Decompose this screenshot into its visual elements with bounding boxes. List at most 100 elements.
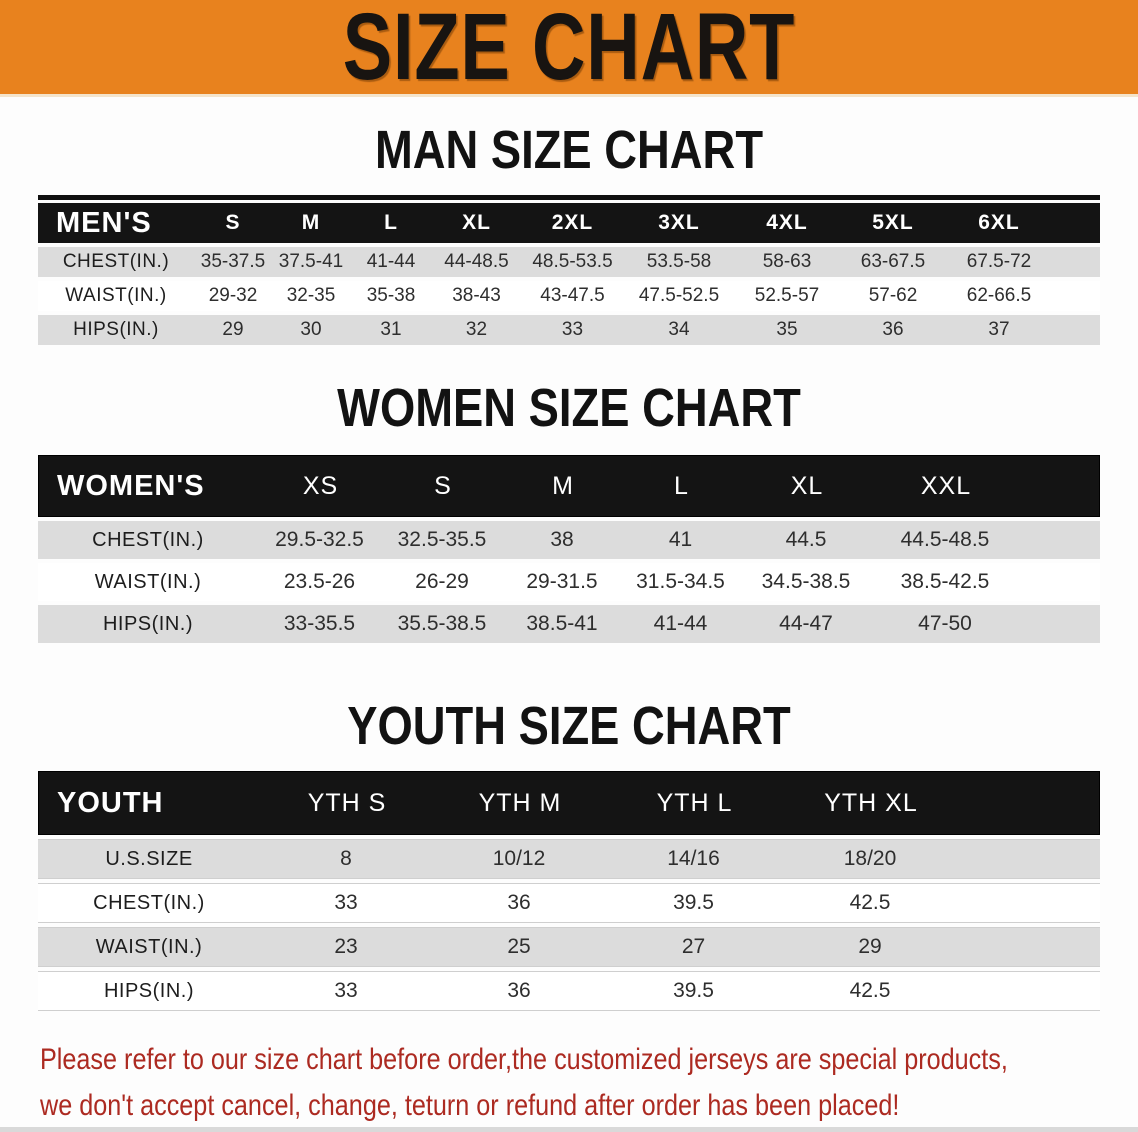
cell: 33-35.5: [283, 612, 356, 635]
cell: 23: [334, 935, 358, 958]
col-header: WOMEN'S: [57, 469, 205, 502]
cell: 37: [988, 319, 1010, 340]
col-header: XL: [462, 211, 491, 234]
page-title: SIZE CHART: [342, 0, 796, 100]
note-line-1: Please refer to our size chart before or…: [40, 1043, 1008, 1076]
cell: 43-47.5: [540, 285, 605, 306]
banner: SIZE CHART: [0, 0, 1138, 97]
men-section: MAN SIZE CHART MEN'S S M L XL 2XL 3XL 4X…: [0, 123, 1138, 345]
cell: 42.5: [849, 979, 891, 1002]
table-row: HIPS(IN.) 33 36 39.5 42.5: [38, 971, 1100, 1011]
cell: 29: [222, 319, 244, 340]
cell: 33: [334, 891, 358, 914]
cell: 35-37.5: [200, 251, 266, 272]
cell: 62-66.5: [966, 285, 1032, 306]
table-row: U.S.SIZE 8 10/12 14/16 18/20: [38, 839, 1100, 879]
youth-heading: YOUTH SIZE CHART: [347, 696, 791, 756]
cell: 36: [882, 319, 904, 340]
cell: 34: [668, 319, 690, 340]
col-header: 2XL: [551, 211, 594, 234]
cell: 27: [681, 935, 706, 958]
col-header: L: [674, 471, 689, 500]
col-header: S: [225, 211, 241, 234]
row-label: CHEST(IN.): [93, 891, 205, 914]
men-size-table: MEN'S S M L XL 2XL 3XL 4XL 5XL 6XL CHEST…: [38, 195, 1100, 345]
cell: 30: [300, 319, 322, 340]
youth-header-row: YOUTH YTH S YTH M YTH L YTH XL: [38, 771, 1100, 835]
table-row: WAIST(IN.) 23.5-26 26-29 29-31.5 31.5-34…: [38, 563, 1100, 601]
men-header-row: MEN'S S M L XL 2XL 3XL 4XL 5XL 6XL: [38, 203, 1100, 243]
women-header-row: WOMEN'S XS S M L XL XXL: [38, 455, 1100, 517]
cell: 38.5-42.5: [900, 570, 990, 593]
cell: 33: [561, 319, 584, 340]
cell: 38.5-41: [526, 612, 598, 635]
cell: 44.5-48.5: [900, 528, 990, 551]
table-row: CHEST(IN.) 35-37.5 37.5-41 41-44 44-48.5…: [38, 247, 1100, 277]
cell: 63-67.5: [860, 251, 926, 272]
col-header: S: [434, 471, 452, 500]
cell: 29-32: [208, 285, 258, 306]
cell: 41: [668, 528, 693, 551]
col-header: M: [301, 211, 321, 234]
col-header: XS: [302, 471, 339, 500]
table-row: CHEST(IN.) 33 36 39.5 42.5: [38, 883, 1100, 923]
cell: 57-62: [868, 285, 918, 306]
cell: 44.5: [785, 528, 827, 551]
women-size-table: WOMEN'S XS S M L XL XXL CHEST(IN.) 29.5-…: [38, 455, 1100, 643]
col-header: YOUTH: [57, 786, 164, 819]
row-label: CHEST(IN.): [62, 251, 170, 272]
col-header: M: [552, 471, 574, 500]
cell: 36: [507, 979, 531, 1002]
row-label: HIPS(IN.): [103, 979, 195, 1002]
cell: 32-35: [286, 285, 336, 306]
col-header: 5XL: [872, 211, 914, 234]
cell: 39.5: [673, 891, 714, 914]
cell: 48.5-53.5: [532, 251, 613, 272]
cell: 34.5-38.5: [761, 570, 851, 593]
col-header: MEN'S: [56, 206, 152, 239]
row-label: CHEST(IN.): [92, 528, 204, 551]
cell: 44-48.5: [444, 251, 509, 272]
women-section: WOMEN SIZE CHART WOMEN'S XS S M L XL XXL…: [0, 381, 1138, 643]
cell: 58-63: [762, 251, 812, 272]
col-header: YTH XL: [824, 788, 918, 817]
cell: 38-43: [452, 285, 501, 306]
table-row: HIPS(IN.) 29 30 31 32 33 34 35 36 37: [38, 315, 1100, 345]
table-row: HIPS(IN.) 33-35.5 35.5-38.5 38.5-41 41-4…: [38, 605, 1100, 643]
cell: 36: [507, 891, 531, 914]
table-row: WAIST(IN.) 29-32 32-35 35-38 38-43 43-47…: [38, 281, 1100, 311]
youth-size-table: YOUTH YTH S YTH M YTH L YTH XL U.S.SIZE …: [38, 771, 1100, 1011]
cell: 35-38: [366, 285, 416, 306]
col-header: 6XL: [978, 211, 1020, 234]
cell: 29: [858, 935, 882, 958]
row-label: U.S.SIZE: [105, 847, 193, 870]
row-label: WAIST(IN.): [65, 285, 167, 306]
cell: 8: [340, 847, 352, 870]
cell: 41-44: [653, 612, 708, 635]
col-header: L: [384, 211, 398, 234]
cell: 14/16: [667, 847, 720, 870]
row-label: HIPS(IN.): [102, 612, 194, 635]
cell: 44-47: [779, 612, 833, 635]
col-header: YTH M: [478, 788, 562, 817]
disclaimer-note: Please refer to our size chart before or…: [40, 1037, 1138, 1129]
cell: 23.5-26: [283, 570, 356, 593]
men-heading: MAN SIZE CHART: [374, 120, 764, 180]
cell: 31: [380, 319, 402, 340]
col-header: XXL: [920, 471, 972, 500]
col-header: YTH S: [307, 788, 387, 817]
cell: 32.5-35.5: [397, 528, 487, 551]
cell: 29-31.5: [526, 570, 598, 593]
cell: 47.5-52.5: [638, 285, 720, 306]
cell: 53.5-58: [646, 251, 712, 272]
cell: 33: [334, 979, 358, 1002]
cell: 67.5-72: [966, 251, 1032, 272]
bottom-divider: [0, 1127, 1138, 1132]
cell: 41-44: [366, 251, 416, 272]
cell: 32: [465, 319, 488, 340]
cell: 31.5-34.5: [636, 570, 725, 593]
cell: 37.5-41: [278, 251, 344, 272]
row-label: WAIST(IN.): [94, 570, 202, 593]
col-header: 3XL: [658, 211, 700, 234]
